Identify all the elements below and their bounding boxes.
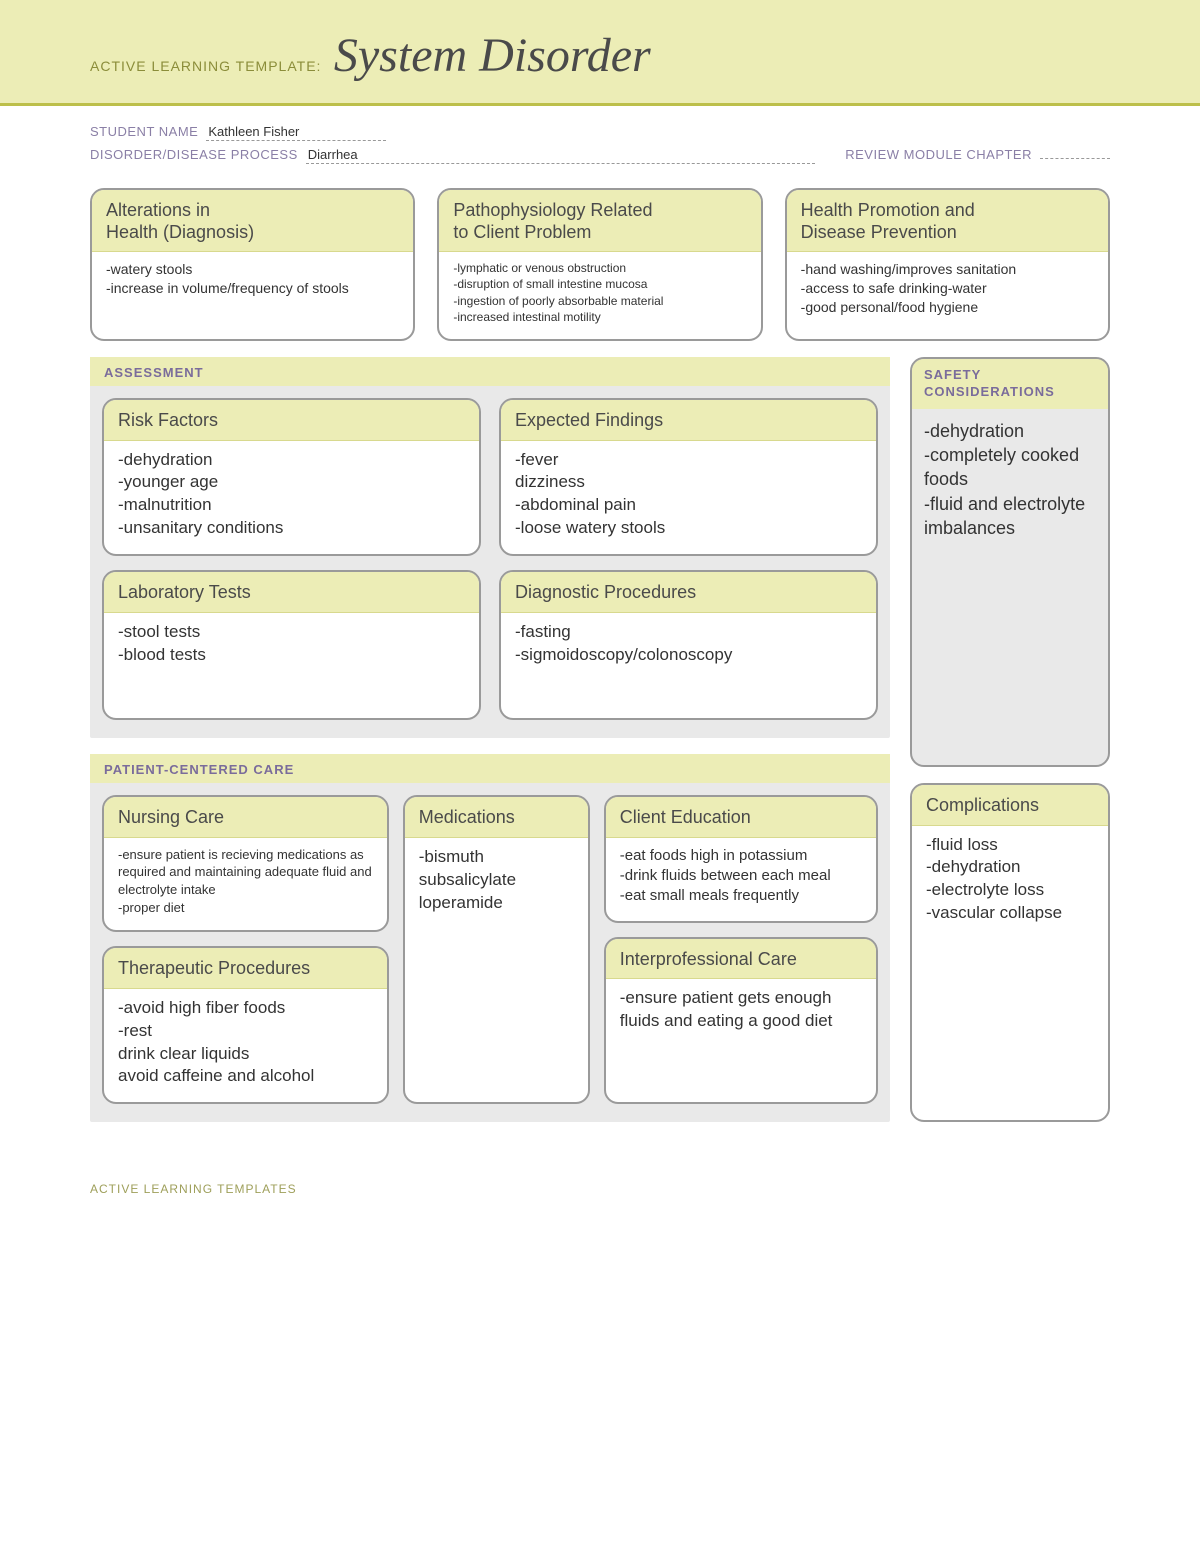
medications-title: Medications	[405, 797, 588, 838]
nursing-care-title: Nursing Care	[104, 797, 387, 838]
student-name-label: STUDENT NAME	[90, 124, 198, 139]
interprofessional-care-card: Interprofessional Care -ensure patient g…	[604, 937, 878, 1105]
expected-findings-title: Expected Findings	[501, 400, 876, 441]
medications-card: Medications -bismuth subsalicylate loper…	[403, 795, 590, 1104]
disorder-value: Diarrhea	[306, 147, 815, 164]
main-grid: ASSESSMENT Risk Factors -dehydration -yo…	[90, 357, 1110, 1122]
patho-body: -lymphatic or venous obstruction -disrup…	[439, 252, 760, 339]
diagnostic-procedures-body: -fasting -sigmoidoscopy/colonoscopy	[501, 613, 876, 718]
complications-card: Complications -fluid loss -dehydration -…	[910, 783, 1110, 1122]
student-name-value: Kathleen Fisher	[206, 124, 386, 141]
diagnostic-procedures-title: Diagnostic Procedures	[501, 572, 876, 613]
footer-text: ACTIVE LEARNING TEMPLATES	[0, 1162, 1200, 1236]
risk-factors-card: Risk Factors -dehydration -younger age -…	[102, 398, 481, 556]
health-promo-title: Health Promotion and Disease Prevention	[787, 190, 1108, 252]
header-band: ACTIVE LEARNING TEMPLATE: System Disorde…	[0, 0, 1200, 106]
safety-body: -dehydration -completely cooked foods -f…	[912, 409, 1108, 560]
alterations-title: Alterations in Health (Diagnosis)	[92, 190, 413, 252]
interprofessional-care-title: Interprofessional Care	[606, 939, 876, 980]
expected-findings-card: Expected Findings -fever dizziness -abdo…	[499, 398, 878, 556]
risk-factors-title: Risk Factors	[104, 400, 479, 441]
content-area: Alterations in Health (Diagnosis) -water…	[0, 178, 1200, 1162]
complications-body: -fluid loss -dehydration -electrolyte lo…	[912, 826, 1108, 1121]
header-prefix: ACTIVE LEARNING TEMPLATE:	[90, 58, 321, 74]
lab-tests-card: Laboratory Tests -stool tests -blood tes…	[102, 570, 481, 720]
client-education-card: Client Education -eat foods high in pota…	[604, 795, 878, 922]
lab-tests-title: Laboratory Tests	[104, 572, 479, 613]
therapeutic-procedures-body: -avoid high fiber foods -rest drink clea…	[104, 989, 387, 1103]
safety-considerations-card: SAFETY CONSIDERATIONS -dehydration -comp…	[910, 357, 1110, 767]
review-chapter-label: REVIEW MODULE CHAPTER	[845, 147, 1032, 162]
therapeutic-procedures-card: Therapeutic Procedures -avoid high fiber…	[102, 946, 389, 1104]
header-title: System Disorder	[334, 28, 651, 83]
risk-factors-body: -dehydration -younger age -malnutrition …	[104, 441, 479, 555]
health-promo-card: Health Promotion and Disease Prevention …	[785, 188, 1110, 341]
expected-findings-body: -fever dizziness -abdominal pain -loose …	[501, 441, 876, 555]
alterations-body: -watery stools -increase in volume/frequ…	[92, 252, 413, 339]
health-promo-body: -hand washing/improves sanitation -acces…	[787, 252, 1108, 339]
pcc-section-label: PATIENT-CENTERED CARE	[90, 754, 890, 783]
client-education-body: -eat foods high in potassium -drink flui…	[606, 838, 876, 921]
disorder-label: DISORDER/DISEASE PROCESS	[90, 147, 298, 162]
nursing-care-card: Nursing Care -ensure patient is recievin…	[102, 795, 389, 932]
review-chapter-value	[1040, 157, 1110, 159]
meta-block: STUDENT NAME Kathleen Fisher DISORDER/DI…	[0, 106, 1200, 178]
alterations-card: Alterations in Health (Diagnosis) -water…	[90, 188, 415, 341]
medications-body: -bismuth subsalicylate loperamide	[405, 838, 588, 1103]
pcc-panel: PATIENT-CENTERED CARE Nursing Care -ensu…	[90, 754, 890, 1122]
top-card-row: Alterations in Health (Diagnosis) -water…	[90, 188, 1110, 341]
complications-title: Complications	[912, 785, 1108, 826]
nursing-care-body: -ensure patient is recieving medications…	[104, 838, 387, 930]
patho-card: Pathophysiology Related to Client Proble…	[437, 188, 762, 341]
diagnostic-procedures-card: Diagnostic Procedures -fasting -sigmoido…	[499, 570, 878, 720]
client-education-title: Client Education	[606, 797, 876, 838]
patho-title: Pathophysiology Related to Client Proble…	[439, 190, 760, 252]
safety-title: SAFETY CONSIDERATIONS	[912, 359, 1108, 409]
interprofessional-care-body: -ensure patient gets enough fluids and e…	[606, 979, 876, 1102]
therapeutic-procedures-title: Therapeutic Procedures	[104, 948, 387, 989]
assessment-section-label: ASSESSMENT	[90, 357, 890, 386]
assessment-panel: ASSESSMENT Risk Factors -dehydration -yo…	[90, 357, 890, 738]
lab-tests-body: -stool tests -blood tests	[104, 613, 479, 718]
